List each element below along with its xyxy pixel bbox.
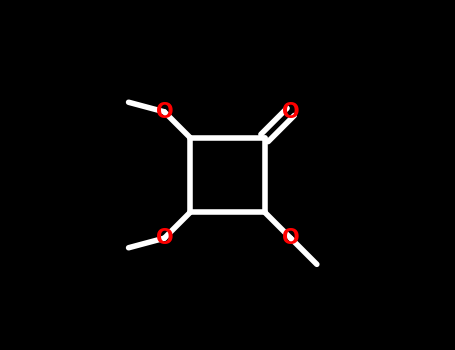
Text: O: O (282, 228, 299, 248)
Text: O: O (156, 228, 173, 248)
Text: O: O (156, 102, 173, 122)
Text: O: O (282, 102, 299, 122)
